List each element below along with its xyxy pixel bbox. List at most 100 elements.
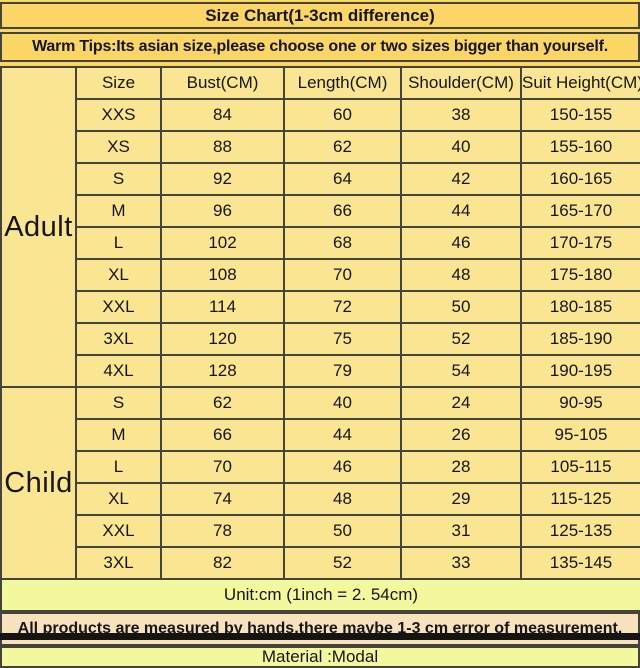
value-cell: 72 — [283, 290, 402, 324]
table-row: M 96 66 44 165-170 — [1, 194, 640, 228]
size-cell: 3XL — [75, 322, 162, 356]
value-cell: 160-165 — [520, 162, 640, 196]
value-cell: 66 — [160, 418, 285, 452]
size-cell: XXL — [75, 514, 162, 548]
value-cell: 78 — [160, 514, 285, 548]
value-cell: 46 — [400, 226, 522, 260]
value-cell: 50 — [283, 514, 402, 548]
table-row: L 70 46 28 105-115 — [1, 450, 640, 484]
value-cell: 125-135 — [520, 514, 640, 548]
header-cell: Suit Height(CM) — [520, 66, 640, 100]
value-cell: 84 — [160, 98, 285, 132]
value-cell: 46 — [283, 450, 402, 484]
material-note: Material :Modal — [0, 646, 640, 668]
table-row: XL 74 48 29 115-125 — [1, 482, 640, 516]
size-cell: XL — [75, 258, 162, 292]
table-header-row: Adult Size Bust(CM) Length(CM) Shoulder(CM) S… — [0, 66, 640, 388]
value-cell: 75 — [283, 322, 402, 356]
header-cell: Shoulder(CM) — [400, 66, 522, 100]
value-cell: 64 — [283, 162, 402, 196]
table-row: 3XL 120 75 52 185-190 — [1, 322, 640, 356]
table-row: XS 88 62 40 155-160 — [1, 130, 640, 164]
table-row: XXL 78 50 31 125-135 — [1, 514, 640, 548]
value-cell: 42 — [400, 162, 522, 196]
size-cell: L — [75, 226, 162, 260]
size-cell: XXS — [75, 98, 162, 132]
value-cell: 170-175 — [520, 226, 640, 260]
value-cell: 115-125 — [520, 482, 640, 516]
value-cell: 74 — [160, 482, 285, 516]
value-cell: 88 — [160, 130, 285, 164]
value-cell: 33 — [400, 546, 522, 580]
header-cell: Size — [75, 66, 162, 100]
page-title-text: Size Chart(1-3cm difference) — [205, 5, 435, 25]
size-cell: 4XL — [75, 354, 162, 388]
value-cell: 66 — [283, 194, 402, 228]
table-row: M 66 44 26 95-105 — [1, 418, 640, 452]
value-cell: 48 — [283, 482, 402, 516]
value-cell: 190-195 — [520, 354, 640, 388]
warm-tips-banner: Warm Tips:Its asian size,please choose o… — [0, 32, 640, 62]
size-table-body: Adult Size Bust(CM) Length(CM) Shoulder(CM) S… — [0, 66, 640, 612]
value-cell: 175-180 — [520, 258, 640, 292]
size-cell: M — [75, 418, 162, 452]
size-cell: XS — [75, 130, 162, 164]
value-cell: 28 — [400, 450, 522, 484]
value-cell: 155-160 — [520, 130, 640, 164]
value-cell: 128 — [160, 354, 285, 388]
value-cell: 54 — [400, 354, 522, 388]
value-cell: 70 — [160, 450, 285, 484]
measurement-note: All products are measured by hands,there… — [0, 612, 640, 646]
value-cell: 68 — [283, 226, 402, 260]
size-cell: 3XL — [75, 546, 162, 580]
value-cell: 185-190 — [520, 322, 640, 356]
value-cell: 38 — [400, 98, 522, 132]
table-row: S 92 64 42 160-165 — [1, 162, 640, 196]
value-cell: 31 — [400, 514, 522, 548]
page-title: Size Chart(1-3cm difference) — [0, 2, 640, 29]
value-cell: 44 — [283, 418, 402, 452]
value-cell: 62 — [283, 130, 402, 164]
table-row: 3XL 82 52 33 135-145 — [1, 546, 640, 580]
value-cell: 95-105 — [520, 418, 640, 452]
value-cell: 180-185 — [520, 290, 640, 324]
table-row: 4XL 128 79 54 190-195 — [1, 354, 640, 388]
table-row: XXS 84 60 38 150-155 — [1, 98, 640, 132]
value-cell: 82 — [160, 546, 285, 580]
value-cell: 108 — [160, 258, 285, 292]
value-cell: 40 — [400, 130, 522, 164]
size-cell: S — [75, 386, 162, 420]
value-cell: 90-95 — [520, 386, 640, 420]
header-cell: Bust(CM) — [160, 66, 285, 100]
value-cell: 50 — [400, 290, 522, 324]
table-row: XXL 114 72 50 180-185 — [1, 290, 640, 324]
measurement-note-text: All products are measured by hands,there… — [17, 620, 623, 637]
table-row: L 102 68 46 170-175 — [1, 226, 640, 260]
value-cell: 70 — [283, 258, 402, 292]
size-cell: XL — [75, 482, 162, 516]
value-cell: 92 — [160, 162, 285, 196]
value-cell: 79 — [283, 354, 402, 388]
group-cell-child: Child — [0, 386, 77, 580]
value-cell: 24 — [400, 386, 522, 420]
header-cell: Length(CM) — [283, 66, 402, 100]
warm-tips-text: Warm Tips:Its asian size,please choose o… — [32, 38, 608, 55]
group-cell-adult: Adult — [0, 66, 77, 388]
size-cell: XXL — [75, 290, 162, 324]
material-note-text: Material :Modal — [261, 647, 379, 666]
value-cell: 52 — [400, 322, 522, 356]
size-table: Adult Size Bust(CM) Length(CM) Shoulder(CM) S… — [0, 66, 640, 612]
value-cell: 26 — [400, 418, 522, 452]
value-cell: 60 — [283, 98, 402, 132]
value-cell: 96 — [160, 194, 285, 228]
value-cell: 29 — [400, 482, 522, 516]
value-cell: 48 — [400, 258, 522, 292]
table-row: Child S 62 40 24 90-95 — [0, 386, 640, 580]
table-row: XL 108 70 48 175-180 — [1, 258, 640, 292]
value-cell: 102 — [160, 226, 285, 260]
value-cell: 44 — [400, 194, 522, 228]
value-cell: 105-115 — [520, 450, 640, 484]
size-cell: M — [75, 194, 162, 228]
value-cell: 135-145 — [520, 546, 640, 580]
